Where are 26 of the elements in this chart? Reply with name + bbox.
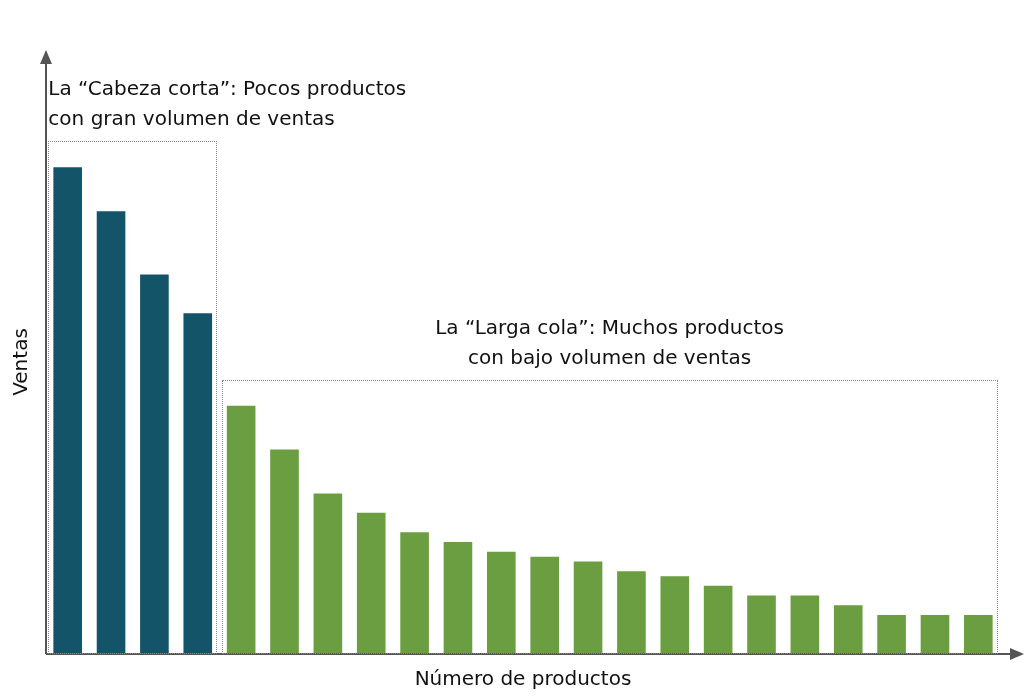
bar <box>573 561 603 654</box>
bar <box>313 493 343 654</box>
bar <box>400 532 429 654</box>
bar <box>964 615 993 654</box>
y-axis-title: Ventas <box>8 328 33 396</box>
text: La “Cabeza corta”: Pocos productos con gran volumen de ventas <box>48 75 407 133</box>
bar <box>790 595 820 654</box>
bar <box>140 274 169 654</box>
annotation: La “Larga cola”: Muchos productos con bajo volumen de ventas <box>435 313 784 371</box>
bar <box>617 571 646 654</box>
bar <box>226 405 256 654</box>
bar <box>833 605 863 654</box>
bar <box>53 167 82 654</box>
bar <box>270 449 299 654</box>
x-axis-title: Número de productos <box>414 666 632 691</box>
bar <box>920 615 950 654</box>
bar <box>877 615 906 654</box>
bar <box>660 576 690 654</box>
bar <box>530 556 559 654</box>
bar <box>443 542 473 654</box>
bar <box>183 313 213 654</box>
bar <box>96 211 126 654</box>
bar <box>703 585 733 654</box>
bar <box>747 595 776 654</box>
bar <box>356 512 386 654</box>
bar <box>487 551 516 654</box>
